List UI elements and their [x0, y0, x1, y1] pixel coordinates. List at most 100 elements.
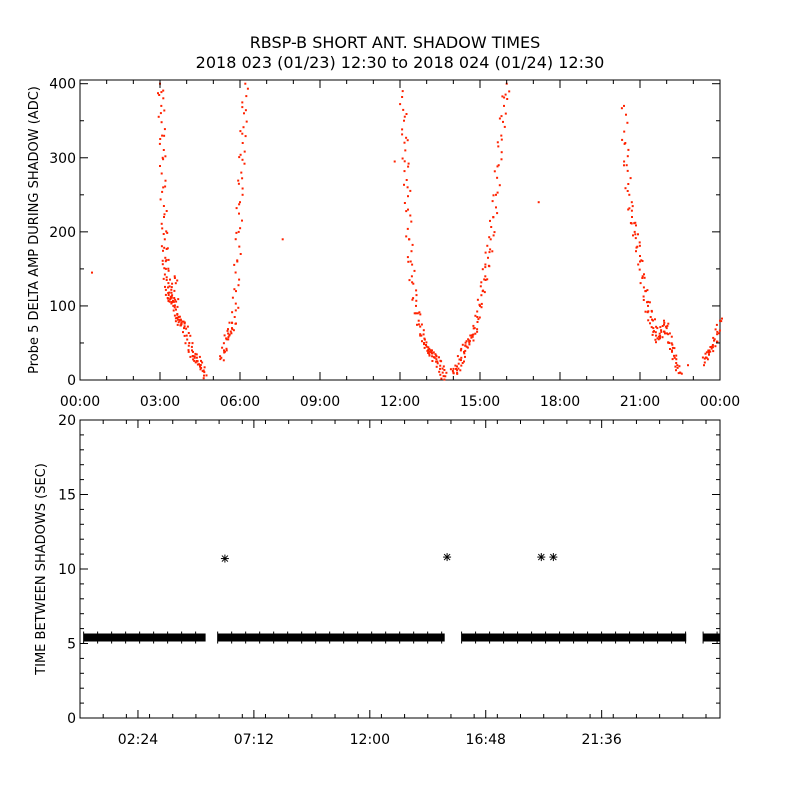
data-point — [157, 92, 159, 95]
data-point — [241, 132, 244, 135]
data-point — [241, 187, 244, 190]
data-point — [203, 366, 206, 369]
data-point — [631, 216, 633, 218]
data-point — [411, 263, 414, 266]
x-tick-label: 09:00 — [300, 394, 340, 410]
data-point — [667, 341, 670, 344]
x-tick-label: 16:48 — [466, 732, 506, 748]
data-point — [185, 334, 188, 337]
data-point — [626, 121, 629, 124]
data-point — [677, 372, 680, 375]
data-point — [174, 298, 177, 301]
data-point — [440, 360, 443, 363]
data-point — [623, 142, 626, 145]
data-point — [638, 268, 641, 271]
data-point — [411, 243, 414, 246]
data-point — [713, 338, 716, 341]
data-point — [219, 355, 222, 358]
data-point — [407, 260, 410, 263]
data-point — [230, 332, 233, 335]
data-point — [200, 359, 202, 362]
data-point — [178, 315, 181, 318]
data-point — [639, 282, 642, 285]
data-point — [406, 139, 409, 142]
data-point — [476, 316, 479, 318]
data-point — [703, 357, 706, 360]
data-point — [716, 340, 719, 343]
data-point — [239, 153, 242, 156]
data-point — [166, 297, 169, 299]
data-point — [407, 165, 410, 168]
bottom-plot-frame — [79, 419, 721, 719]
data-point — [497, 164, 500, 167]
data-point — [664, 325, 667, 328]
data-point — [487, 256, 489, 259]
x-tick-label: 02:24 — [118, 732, 158, 748]
data-point — [169, 296, 172, 298]
data-point — [461, 362, 464, 364]
data-point — [655, 341, 657, 344]
data-point — [183, 321, 186, 324]
data-point — [675, 354, 678, 357]
data-point — [443, 378, 446, 381]
data-point — [243, 150, 246, 153]
data-point — [419, 325, 422, 328]
data-point — [466, 346, 469, 349]
data-point — [187, 344, 190, 347]
data-point — [159, 138, 162, 140]
data-point — [500, 158, 503, 161]
data-point — [200, 366, 203, 369]
data-point — [173, 297, 176, 299]
data-point — [472, 327, 475, 330]
data-point — [474, 314, 477, 317]
data-point — [456, 365, 458, 368]
data-point — [158, 142, 161, 145]
data-point — [484, 275, 487, 278]
data-point — [173, 314, 176, 317]
data-point — [634, 233, 637, 236]
data-point — [634, 221, 637, 224]
data-point — [176, 323, 179, 326]
data-point — [460, 347, 463, 350]
data-point — [195, 353, 198, 356]
data-point — [679, 371, 681, 374]
data-point — [667, 333, 670, 336]
data-point — [415, 299, 418, 302]
data-point — [675, 358, 678, 361]
data-point — [452, 367, 455, 370]
data-point — [436, 362, 439, 365]
data-point — [238, 212, 240, 215]
data-point — [468, 343, 471, 346]
data-point — [165, 230, 168, 233]
data-point — [477, 318, 480, 321]
data-point — [182, 331, 184, 334]
top-y-axis-title: Probe 5 DELTA AMP DURING SHADOW (ADC) — [27, 86, 42, 374]
data-point — [237, 182, 240, 185]
data-point — [442, 375, 445, 378]
data-point — [465, 340, 468, 343]
data-point — [650, 309, 653, 312]
data-point — [476, 310, 479, 313]
data-point — [417, 319, 420, 322]
data-point — [423, 342, 425, 344]
data-point — [642, 286, 645, 289]
data-point — [655, 334, 657, 337]
data-point — [184, 342, 187, 345]
data-point — [456, 355, 459, 358]
data-point — [227, 336, 230, 339]
data-point — [496, 165, 499, 168]
data-point — [687, 364, 689, 367]
data-point — [177, 298, 180, 301]
data-point — [407, 162, 410, 165]
data-point — [233, 288, 236, 291]
data-point — [167, 300, 170, 302]
data-point — [664, 332, 666, 335]
data-point — [488, 236, 491, 239]
data-point — [463, 352, 466, 355]
data-point — [657, 335, 660, 338]
data-point — [176, 313, 179, 316]
x-tick-label: 21:36 — [581, 732, 621, 748]
data-point — [164, 256, 167, 259]
data-point — [161, 134, 164, 137]
data-point — [654, 318, 656, 321]
